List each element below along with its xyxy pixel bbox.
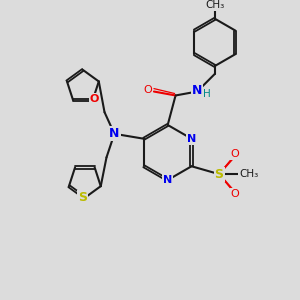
Text: CH₃: CH₃	[239, 169, 258, 179]
Text: CH₃: CH₃	[205, 0, 224, 10]
Text: N: N	[187, 134, 196, 144]
Text: S: S	[78, 191, 87, 204]
Text: O: O	[230, 189, 239, 199]
Text: O: O	[144, 85, 152, 94]
Text: O: O	[90, 94, 99, 104]
Text: N: N	[192, 84, 202, 97]
Text: N: N	[109, 127, 119, 140]
Text: N: N	[163, 175, 172, 185]
Text: H: H	[203, 89, 211, 100]
Text: S: S	[214, 168, 224, 181]
Text: O: O	[230, 149, 239, 160]
